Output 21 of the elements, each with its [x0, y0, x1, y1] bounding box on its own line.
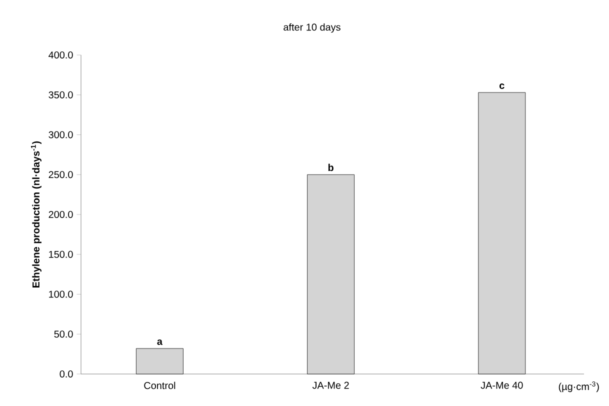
- chart-title: after 10 days: [284, 23, 340, 33]
- x-axis-title: (µg·cm$^{-3}$): [558, 382, 599, 392]
- y-tick-label: 350.0: [48, 91, 73, 98]
- annotation: b: [328, 164, 334, 172]
- text: Ethylene production (nl·days$^{-1}$): [30, 141, 42, 288]
- y-tick-label: 150.0: [49, 250, 73, 258]
- bar: [307, 174, 354, 374]
- y-tick-label: 0.0: [60, 370, 73, 378]
- y-tick-label: 300.0: [48, 131, 73, 138]
- y-tick-label: 50.0: [54, 330, 73, 338]
- x-tick-label: JA-Me 2: [312, 382, 349, 389]
- annotation: a: [157, 340, 163, 345]
- y-tick-label: 250.0: [48, 171, 73, 178]
- x-tick-label: JA-Me 40: [480, 382, 523, 389]
- y-tick-label: 400.0: [48, 51, 73, 59]
- y-tick-label: 200.0: [48, 210, 73, 218]
- annotation: c: [500, 84, 504, 89]
- y-tick-label: 100.0: [49, 290, 73, 298]
- bar: [478, 92, 526, 374]
- x-tick-label: Control: [144, 382, 176, 390]
- bar: [136, 348, 184, 374]
